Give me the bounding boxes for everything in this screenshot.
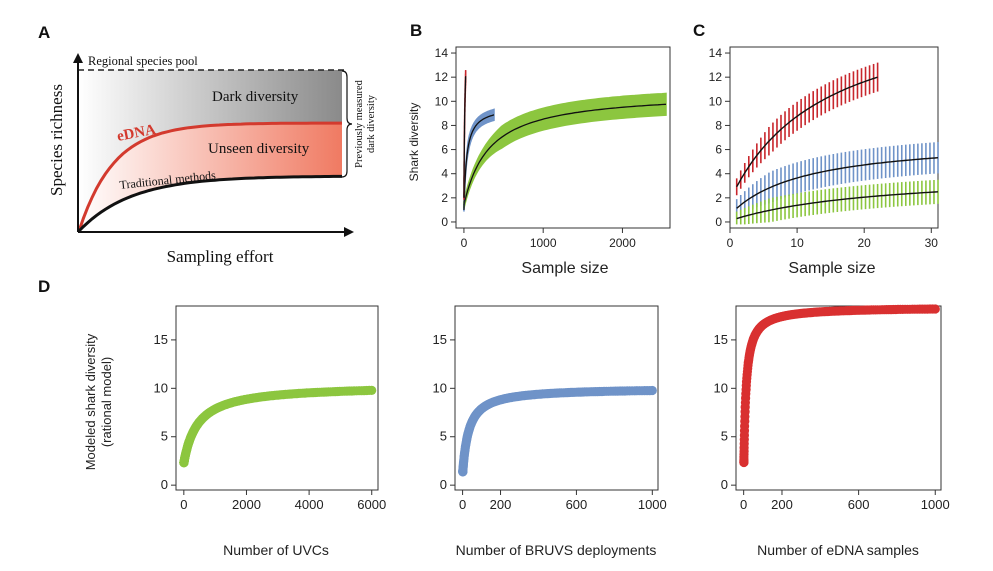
b-x-axis-label: Sample size [521, 260, 608, 277]
panel-label-b: B [410, 21, 422, 40]
d1-x-tick-label: 6000 [357, 497, 386, 512]
d1-x-tick-label: 2000 [232, 497, 261, 512]
d2-model-point [647, 385, 657, 396]
b-curve-bruvs [463, 114, 495, 210]
chart-d-uvc: 0 2000 4000 6000 0 5 10 15 [154, 305, 386, 512]
d1-x-axis-label: Number of UVCs [223, 542, 329, 558]
d3-x-tick-label: 600 [848, 497, 870, 512]
d2-x-axis-label: Number of BRUVS deployments [456, 542, 657, 558]
c-x-axis-label: Sample size [788, 260, 875, 277]
c-curve-bruvs [736, 157, 939, 209]
d3-y-tick-label: 5 [721, 429, 728, 444]
edna-curve [77, 121, 342, 232]
d1-x-tick-label: 4000 [295, 497, 324, 512]
d2-x-tick-label: 600 [566, 497, 588, 512]
chart-c: 0 10 20 30 0 2 4 6 8 10 12 14 [709, 46, 939, 250]
b-x-tick-label: 2000 [609, 236, 636, 250]
c-y-tick-label: 8 [715, 118, 722, 132]
d2-y-tick-label: 10 [433, 380, 447, 395]
c-y-tick-label: 12 [709, 70, 723, 84]
d3-x-tick-label: 1000 [921, 497, 950, 512]
d2-x-tick-label: 0 [459, 497, 466, 512]
bracket-label-line2: dark diversity [366, 94, 377, 153]
d3-x-tick-label: 200 [771, 497, 793, 512]
unseen-diversity-label: Unseen diversity [208, 141, 310, 157]
panel-label-c: C [693, 21, 705, 40]
b-y-tick-label: 14 [435, 46, 449, 60]
b-x-tick-label: 1000 [530, 236, 557, 250]
panel-a: A Regional species pool Dark diversity U… [38, 23, 377, 266]
panel-label-a: A [38, 23, 50, 42]
b-curve-uvc [463, 103, 667, 206]
d2-plot-frame [454, 305, 659, 491]
b-y-tick-label: 12 [435, 70, 449, 84]
b-y-tick-label: 6 [441, 143, 448, 157]
regional-pool-label: Regional species pool [88, 54, 198, 68]
traditional-curve [77, 174, 342, 233]
b-y-tick-label: 10 [435, 94, 449, 108]
d3-x-tick-label: 0 [740, 497, 747, 512]
b-y-tick-label: 8 [441, 118, 448, 132]
panel-label-d: D [38, 277, 50, 296]
d2-x-tick-label: 200 [490, 497, 512, 512]
panel-c: C 0 10 20 30 0 2 4 6 8 10 12 14 Sample size [693, 21, 939, 277]
bracket-label-line1: Previously measured [354, 79, 365, 168]
d-y-axis-label-2: (rational model) [99, 357, 114, 447]
c-y-tick-label: 0 [715, 215, 722, 229]
c-x-tick-label: 20 [858, 236, 872, 250]
d2-x-tick-label: 1000 [638, 497, 667, 512]
panel-d: D Modeled shark diversity (rational mode… [38, 277, 950, 558]
b-y-tick-label: 2 [441, 191, 448, 205]
d1-y-tick-label: 0 [161, 477, 168, 492]
c-y-tick-label: 14 [709, 46, 723, 60]
d2-y-tick-label: 0 [440, 477, 447, 492]
panel-b: B 0 1000 2000 0 2 4 6 8 10 12 14 Sample size Shark… [407, 21, 671, 277]
c-y-tick-label: 6 [715, 143, 722, 157]
c-x-tick-label: 0 [727, 236, 734, 250]
c-plot-frame [729, 46, 939, 229]
c-x-tick-label: 30 [925, 236, 939, 250]
b-x-tick-label: 0 [461, 236, 468, 250]
d3-x-axis-label: Number of eDNA samples [757, 542, 919, 558]
chart-d-edna: 0 200 600 1000 0 5 10 15 [714, 304, 950, 512]
d3-y-tick-label: 10 [714, 380, 728, 395]
dark-diversity-bracket [341, 70, 353, 178]
d3-plot-frame [735, 305, 942, 491]
c-x-tick-label: 10 [790, 236, 804, 250]
dark-diversity-area [79, 70, 342, 231]
d1-model-point [367, 385, 377, 395]
b-y-tick-label: 0 [441, 215, 448, 229]
b-plot-frame [455, 46, 671, 229]
d1-y-tick-label: 5 [161, 429, 168, 444]
a-y-axis-label: Species richness [47, 84, 66, 196]
b-y-axis-label: Shark diversity [407, 103, 421, 182]
b-curve-edna [463, 76, 467, 198]
d-y-axis-label: Modeled shark diversity [83, 333, 98, 470]
c-y-tick-label: 4 [715, 167, 722, 181]
d3-y-tick-label: 0 [721, 477, 728, 492]
c-curve-edna [736, 76, 878, 188]
d3-y-tick-label: 15 [714, 332, 728, 347]
edna-label: eDNA [116, 122, 158, 145]
d2-y-tick-label: 5 [440, 429, 447, 444]
d1-plot-frame [175, 305, 379, 491]
b-y-tick-label: 4 [441, 167, 448, 181]
d2-y-tick-label: 15 [433, 332, 447, 347]
c-y-tick-label: 10 [709, 94, 723, 108]
chart-b: 0 1000 2000 0 2 4 6 8 10 12 14 [435, 46, 671, 250]
d1-y-tick-label: 15 [154, 332, 168, 347]
d1-x-tick-label: 0 [180, 497, 187, 512]
d3-model-point [930, 304, 940, 314]
c-curve-uvc [736, 191, 939, 220]
b-band-uvc [463, 92, 667, 209]
a-x-axis-label: Sampling effort [167, 247, 274, 266]
dark-diversity-label: Dark diversity [212, 89, 299, 105]
unseen-diversity-area [79, 123, 342, 231]
chart-d-bruvs: 0 200 600 1000 0 5 10 15 [433, 305, 667, 512]
d1-y-tick-label: 10 [154, 380, 168, 395]
c-y-tick-label: 2 [715, 191, 722, 205]
